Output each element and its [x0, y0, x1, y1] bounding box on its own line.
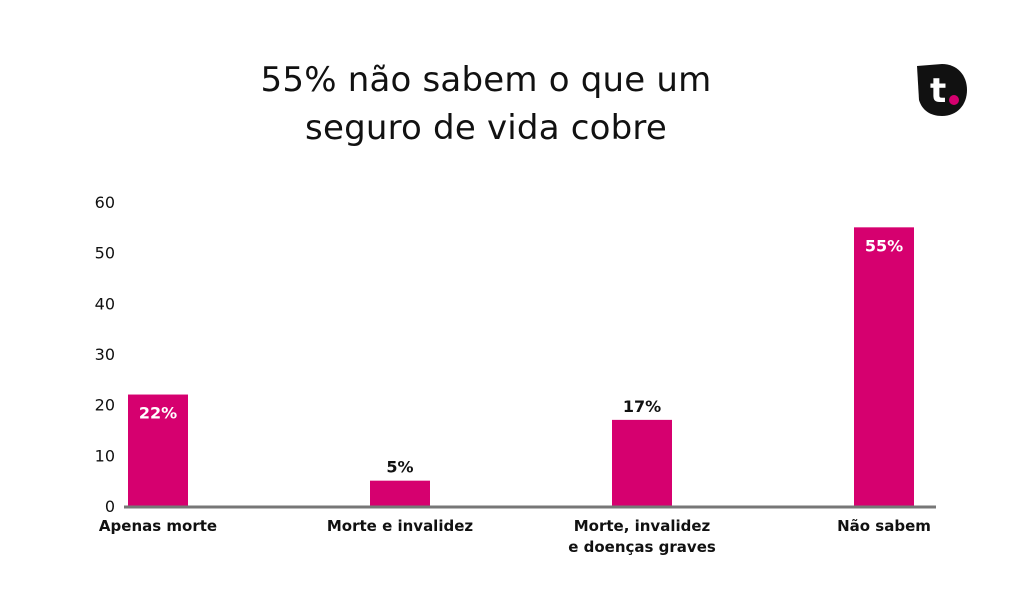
- brand-logo-dot: [949, 95, 959, 105]
- x-category-label-3-0: Não sabem: [837, 517, 931, 535]
- brand-logo-letter: t: [930, 71, 946, 111]
- chart-title: 55% não sabem o que um seguro de vida co…: [230, 56, 742, 152]
- data-label-0: 22%: [139, 404, 177, 423]
- y-tick-label-0: 0: [105, 497, 115, 516]
- chart-title-line-1: 55% não sabem o que um: [260, 60, 712, 100]
- brand-logo: t: [917, 64, 967, 116]
- y-tick-label-6: 60: [95, 193, 115, 212]
- y-tick-label-3: 30: [95, 345, 115, 364]
- y-tick-label-1: 10: [95, 446, 115, 465]
- bar-2: [612, 419, 672, 506]
- x-category-label-0-0: Apenas morte: [99, 517, 217, 535]
- bar-0: [128, 394, 188, 506]
- data-label-3: 55%: [865, 236, 903, 255]
- bar-1: [370, 480, 430, 506]
- x-category-label-2-0: Morte, invalidez: [574, 517, 711, 535]
- x-category-label-1-0: Morte e invalidez: [327, 517, 474, 535]
- data-label-2: 17%: [623, 397, 661, 416]
- y-tick-label-5: 50: [95, 244, 115, 263]
- x-category-label-2-1: e doenças graves: [568, 538, 716, 556]
- chart-title-line-2: seguro de vida cobre: [305, 108, 667, 148]
- data-label-1: 5%: [386, 458, 413, 477]
- y-tick-label-4: 40: [95, 294, 115, 313]
- bar-3: [854, 227, 914, 507]
- y-tick-label-2: 20: [95, 396, 115, 415]
